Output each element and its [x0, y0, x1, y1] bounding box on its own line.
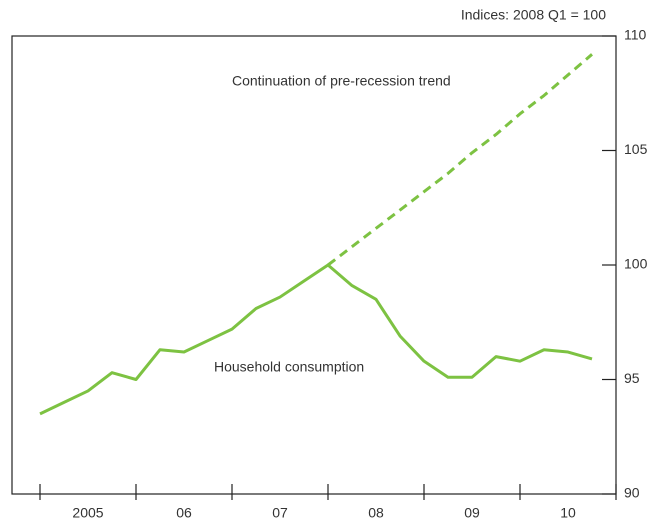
x-tick-label: 2005 [72, 505, 103, 521]
x-tick-label: 08 [368, 505, 384, 521]
plot-frame [11, 35, 617, 495]
series-line [327, 53, 593, 267]
annotation: Continuation of pre-recession trend [232, 73, 451, 89]
chart-subtitle: Indices: 2008 Q1 = 100 [461, 7, 606, 23]
y-tick-label: 100 [624, 256, 648, 272]
y-tick-label: 110 [624, 27, 647, 43]
x-tick-label: 06 [176, 505, 192, 521]
y-tick-label: 95 [624, 370, 640, 386]
y-tick-label: 105 [624, 141, 648, 157]
y-tick-label: 90 [624, 485, 640, 501]
x-tick-label: 09 [464, 505, 480, 521]
x-tick-label: 07 [272, 505, 288, 521]
series-line [39, 263, 593, 416]
x-tick-label: 10 [560, 505, 576, 521]
annotation: Household consumption [214, 359, 364, 375]
